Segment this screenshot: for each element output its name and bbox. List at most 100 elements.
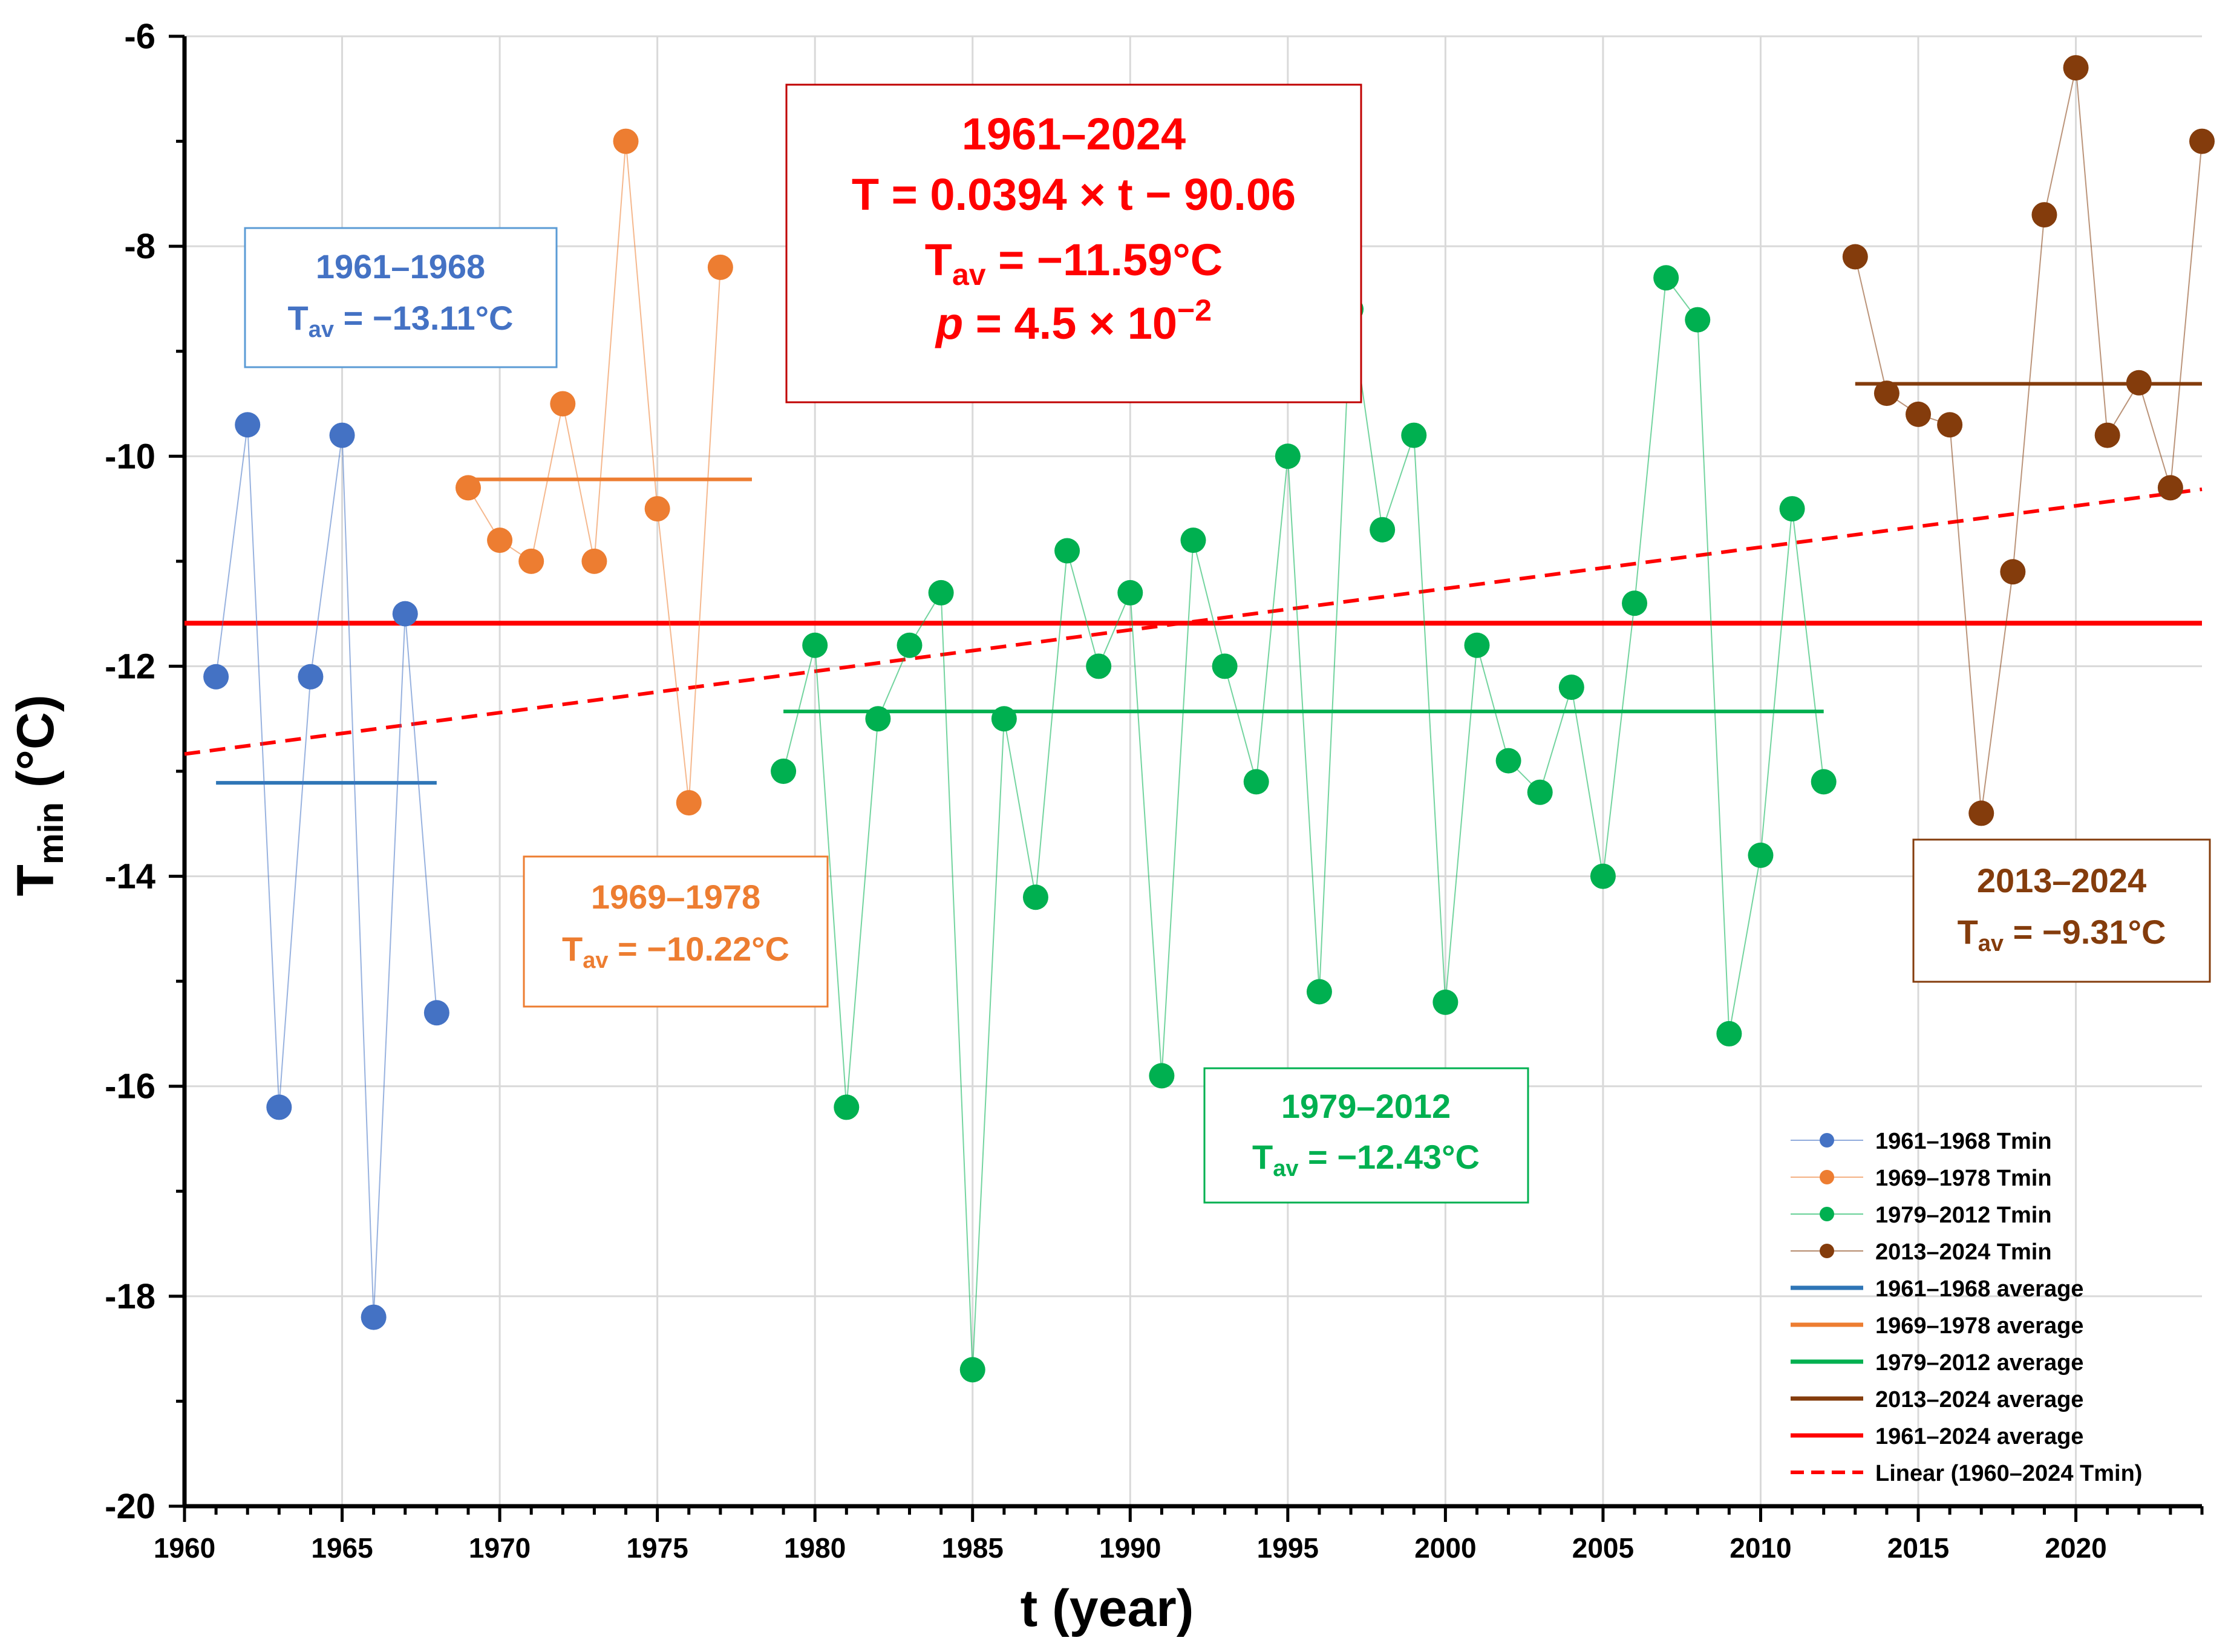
- x-tick-label: 2015: [1887, 1532, 1949, 1564]
- annotation-average: Tav = −10.22°C: [562, 930, 789, 973]
- trend-line: [184, 487, 2203, 756]
- data-point: [1527, 779, 1553, 805]
- data-point: [1180, 527, 1206, 553]
- legend-swatch-marker: [1820, 1244, 1834, 1258]
- y-tick-label: -18: [105, 1277, 155, 1316]
- series-points: [203, 55, 2215, 1383]
- tav-subscript: av: [1273, 1156, 1298, 1181]
- x-tick-label: 1960: [154, 1532, 215, 1564]
- data-point: [707, 254, 733, 280]
- y-tick-label: -10: [105, 437, 155, 476]
- legend-label: 1961–1968 average: [1875, 1276, 2083, 1302]
- data-point: [834, 1094, 860, 1120]
- y-tick-label: -8: [124, 227, 155, 266]
- data-point: [392, 601, 418, 627]
- data-point: [518, 548, 544, 574]
- data-point: [1968, 800, 1994, 826]
- tav-value: = −13.11°C: [334, 299, 513, 337]
- legend-label: 1969–1978 Tmin: [1875, 1166, 2052, 1191]
- axes: [169, 34, 2204, 1522]
- data-point: [423, 1000, 449, 1026]
- y-axis-title-sub: min: [31, 802, 71, 864]
- x-tick-labels: 1960 1965 1970 1975 1980 1985 1990 1995 2000 2005…: [154, 1532, 2107, 1564]
- tav-symbol: T: [288, 299, 309, 337]
- data-point: [550, 391, 576, 417]
- grid: [185, 35, 2202, 1506]
- data-point: [1937, 412, 1963, 438]
- data-point: [1622, 590, 1648, 616]
- annotation-1979-2012: 1979–2012 Tav = −12.43°C: [1203, 1067, 1529, 1204]
- p-symbol: p: [935, 298, 963, 348]
- data-point: [1432, 989, 1458, 1015]
- y-axis-title-unit: (°C): [7, 694, 65, 802]
- main-annotation-period: 1961–2024: [962, 109, 1186, 159]
- x-axis-title: t (year): [1021, 1579, 1194, 1637]
- annotation-period: 1961–1968: [316, 247, 485, 286]
- annotation-1969-1978: 1969–1978 Tav = −10.22°C: [523, 855, 829, 1008]
- data-point: [1653, 265, 1679, 291]
- y-tick-labels: -20 -18 -16 -14 -12 -10 -8 -6: [105, 17, 155, 1526]
- annotation-1961-1968: 1961–1968 Tav = −13.11°C: [244, 227, 558, 368]
- p-value: = 4.5 × 10: [963, 298, 1177, 348]
- data-point: [1779, 496, 1805, 522]
- x-tick-label: 1990: [1099, 1532, 1161, 1564]
- data-point: [455, 475, 481, 501]
- data-point: [2189, 128, 2215, 154]
- tav-subscript: av: [952, 258, 986, 292]
- y-tick-label: -14: [105, 857, 155, 896]
- annotation-period: 1979–2012: [1281, 1087, 1451, 1125]
- y-tick-label: -12: [105, 647, 155, 686]
- tav-value: = −9.31°C: [2004, 913, 2166, 951]
- data-point: [1685, 307, 1711, 333]
- data-point: [1054, 538, 1080, 564]
- data-point: [1716, 1020, 1742, 1046]
- data-point: [2031, 202, 2057, 228]
- annotation-average: Tav = −9.31°C: [1958, 913, 2166, 956]
- data-point: [1495, 748, 1521, 774]
- legend: 1961–1968 Tmin 1969–1978 Tmin 1979–2012 Tm…: [1791, 1129, 2142, 1486]
- data-point: [1370, 517, 1396, 543]
- data-point: [613, 128, 639, 154]
- data-point: [928, 580, 954, 606]
- data-point: [959, 1357, 985, 1383]
- data-point: [771, 759, 797, 784]
- tav-subscript: av: [309, 317, 334, 342]
- tav-subscript: av: [1978, 931, 2004, 956]
- x-tick-label: 1995: [1257, 1532, 1319, 1564]
- data-point: [1086, 653, 1112, 679]
- y-axis-title: Tmin (°C): [7, 694, 71, 896]
- legend-label: 1961–2024 average: [1875, 1424, 2083, 1449]
- x-tick-label: 1965: [311, 1532, 373, 1564]
- data-point: [1149, 1063, 1175, 1089]
- data-point: [1117, 580, 1143, 606]
- data-point: [991, 706, 1017, 732]
- data-point: [1464, 632, 1490, 658]
- data-point: [2157, 475, 2183, 501]
- data-point: [487, 527, 513, 553]
- data-point: [865, 706, 891, 732]
- series-line: [215, 425, 437, 1317]
- data-point: [802, 632, 828, 658]
- data-point: [203, 664, 229, 690]
- data-point: [1842, 244, 1868, 270]
- tav-value: = −12.43°C: [1299, 1138, 1480, 1176]
- legend-swatch-marker: [1820, 1133, 1834, 1148]
- data-point: [266, 1094, 292, 1120]
- main-annotation-average: Tav = −11.59°C: [925, 235, 1223, 292]
- x-tick-label: 2005: [1572, 1532, 1634, 1564]
- legend-swatch-marker: [1820, 1207, 1834, 1221]
- legend-label: 1979–2012 Tmin: [1875, 1203, 2052, 1228]
- data-point: [1748, 842, 1774, 868]
- annotation-average: Tav = −13.11°C: [288, 299, 514, 342]
- x-tick-label: 2000: [1414, 1532, 1476, 1564]
- series-line: [783, 276, 1824, 1370]
- data-point: [1906, 401, 1932, 427]
- data-point: [1590, 863, 1616, 889]
- tav-symbol: T: [1958, 913, 1978, 951]
- data-point: [897, 632, 923, 658]
- data-point: [2000, 559, 2026, 585]
- tav-symbol: T: [1252, 1138, 1273, 1176]
- tav-subscript: av: [583, 948, 608, 973]
- legend-label: 1969–1978 average: [1875, 1313, 2083, 1339]
